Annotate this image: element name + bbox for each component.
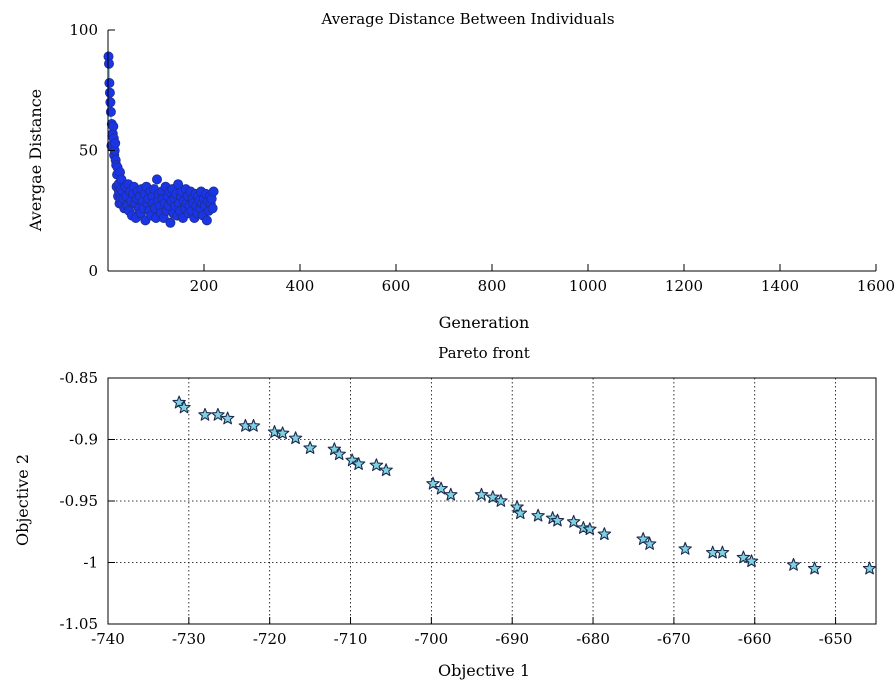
data-point bbox=[332, 447, 346, 461]
data-point bbox=[715, 545, 730, 559]
data-point bbox=[110, 138, 121, 149]
data-point bbox=[426, 476, 440, 490]
data-point bbox=[642, 536, 657, 550]
data-point bbox=[275, 426, 290, 440]
x-tick-label: -740 bbox=[91, 630, 125, 648]
x-tick-label: -680 bbox=[576, 630, 610, 648]
data-point bbox=[369, 458, 384, 472]
data-point bbox=[105, 97, 116, 108]
y-tick-label: -1.05 bbox=[60, 615, 98, 633]
chart-1-y-label: Avergae Distance bbox=[26, 89, 45, 232]
x-tick-label: 200 bbox=[190, 277, 219, 295]
data-point bbox=[786, 557, 801, 571]
x-tick-label: -690 bbox=[495, 630, 529, 648]
data-point bbox=[474, 487, 489, 501]
data-point bbox=[104, 78, 115, 89]
y-tick-label: -0.95 bbox=[60, 492, 98, 510]
data-point bbox=[303, 441, 317, 454]
data-point bbox=[165, 217, 176, 228]
data-point bbox=[531, 508, 545, 522]
data-point bbox=[177, 400, 191, 414]
data-point bbox=[513, 506, 528, 520]
chart-1-plot bbox=[103, 51, 219, 228]
chart-1-y-ticks: 0 50 100 bbox=[69, 21, 115, 280]
data-point bbox=[807, 561, 822, 575]
chart-1-x-label: Generation bbox=[439, 313, 530, 332]
y-tick-label: -0.85 bbox=[60, 369, 98, 387]
x-tick-label: -730 bbox=[172, 630, 206, 648]
data-point bbox=[198, 407, 212, 421]
data-point bbox=[744, 554, 759, 568]
x-tick-label: 1400 bbox=[761, 277, 799, 295]
chart-2-x-ticks: -740 -730 -720 -710 -700 -690 -680 -670 -660 -650 bbox=[91, 617, 852, 648]
data-point bbox=[351, 457, 366, 470]
data-point bbox=[566, 514, 581, 528]
x-tick-label: -700 bbox=[415, 630, 449, 648]
data-point bbox=[211, 407, 225, 421]
data-point bbox=[494, 493, 508, 507]
data-point bbox=[201, 215, 212, 226]
y-tick-label: -1 bbox=[83, 554, 98, 572]
data-point bbox=[345, 453, 359, 467]
data-point bbox=[510, 500, 524, 513]
data-point bbox=[208, 186, 219, 197]
chart-2-grid bbox=[108, 378, 876, 624]
data-point bbox=[288, 431, 303, 445]
chart-2-x-label: Objective 1 bbox=[438, 661, 530, 680]
chart-average-distance: Average Distance Between Individuals 200… bbox=[26, 10, 895, 332]
data-point bbox=[105, 106, 116, 117]
x-tick-label: -660 bbox=[738, 630, 772, 648]
y-tick-label: 50 bbox=[79, 142, 98, 160]
data-point bbox=[379, 463, 393, 477]
x-tick-label: 800 bbox=[478, 277, 507, 295]
x-tick-label: 400 bbox=[286, 277, 315, 295]
chart-2-y-ticks: -1.05 -1 -0.95 -0.9 -0.85 bbox=[60, 369, 115, 633]
data-point bbox=[550, 513, 565, 527]
chart-1-title: Average Distance Between Individuals bbox=[320, 10, 614, 28]
data-point bbox=[486, 490, 500, 504]
y-tick-label: -0.9 bbox=[69, 431, 98, 449]
x-tick-label: -720 bbox=[253, 630, 287, 648]
data-point bbox=[597, 527, 612, 541]
y-tick-label: 0 bbox=[88, 262, 98, 280]
data-point bbox=[736, 550, 751, 564]
data-point bbox=[583, 522, 597, 536]
x-tick-label: 1000 bbox=[569, 277, 607, 295]
x-tick-label: 1200 bbox=[665, 277, 703, 295]
data-point bbox=[267, 425, 282, 438]
chart-1-x-ticks: 200 400 600 800 1000 1200 1400 1600 bbox=[190, 264, 895, 295]
data-point bbox=[220, 411, 235, 425]
chart-2-y-label: Objective 2 bbox=[13, 454, 32, 546]
data-point bbox=[207, 203, 218, 214]
data-point bbox=[444, 487, 458, 501]
y-tick-label: 100 bbox=[69, 21, 98, 39]
chart-1-points bbox=[103, 51, 219, 228]
data-point bbox=[678, 541, 692, 555]
x-tick-label: 1600 bbox=[857, 277, 895, 295]
chart-pareto-front: Pareto front -740 -730 -720 -710 -700 -690 -68… bbox=[13, 344, 877, 680]
x-tick-label: 600 bbox=[382, 277, 411, 295]
chart-2-title: Pareto front bbox=[438, 344, 530, 362]
x-tick-label: -710 bbox=[334, 630, 368, 648]
x-tick-label: -650 bbox=[819, 630, 853, 648]
data-point bbox=[151, 174, 162, 185]
data-point bbox=[104, 87, 115, 98]
data-point bbox=[434, 481, 448, 495]
data-point bbox=[108, 121, 119, 132]
data-point bbox=[862, 561, 877, 575]
data-point bbox=[246, 418, 261, 432]
chart-2-points bbox=[172, 395, 877, 575]
data-point bbox=[104, 58, 115, 69]
x-tick-label: -670 bbox=[657, 630, 691, 648]
